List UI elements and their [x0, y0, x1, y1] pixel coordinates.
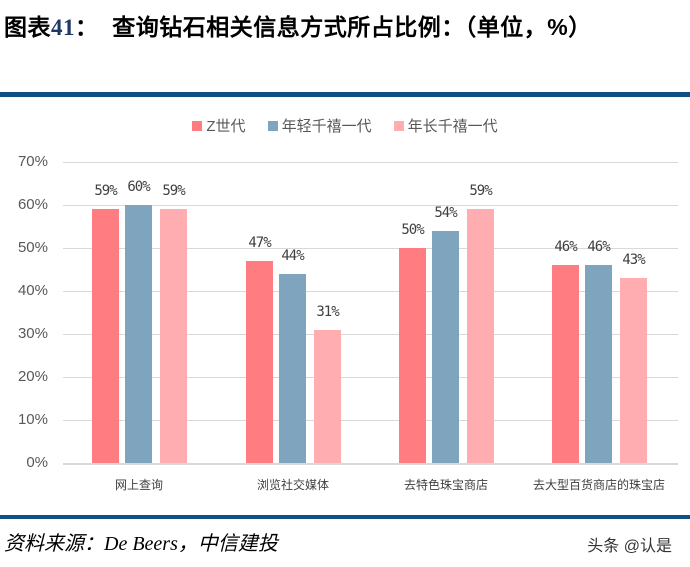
source-note: 资料来源：De Beers，中信建投	[4, 533, 278, 555]
bar	[467, 209, 494, 463]
watermark: 头条 @认是	[587, 538, 672, 555]
legend-item-young-millennial: 年轻千禧一代	[267, 115, 372, 136]
bar-value-label: 54%	[434, 204, 457, 221]
legend-item-old-millennial: 年长千禧一代	[393, 115, 498, 136]
gridline	[63, 291, 678, 292]
figure-prefix: 图表	[4, 14, 51, 40]
bar-value-label: 43%	[622, 252, 645, 269]
figure-title: 图表41： 查询钻石相关信息方式所占比例：（单位，%）	[4, 8, 592, 42]
bar-value-label: 59%	[469, 183, 492, 200]
y-tick-label: 60%	[17, 196, 48, 213]
y-tick-label: 10%	[17, 411, 48, 428]
bar	[279, 273, 306, 463]
chart-legend: Z世代 年轻千禧一代 年长千禧一代	[0, 115, 690, 136]
y-tick-label: 50%	[17, 239, 48, 256]
gridline	[63, 334, 678, 335]
bar-value-label: 59%	[162, 183, 185, 200]
bar	[552, 265, 579, 463]
y-tick-label: 70%	[17, 153, 48, 170]
bar	[585, 265, 612, 463]
bar	[432, 230, 459, 463]
bar-value-label: 46%	[587, 239, 610, 256]
legend-label: Z世代	[206, 118, 246, 135]
bar-value-label: 60%	[127, 179, 150, 195]
legend-label: 年轻千禧一代	[281, 118, 372, 135]
bar	[399, 248, 426, 463]
gridline	[63, 377, 678, 378]
figure-number: 41	[51, 15, 75, 40]
y-tick-label: 30%	[17, 325, 48, 342]
gridline	[63, 248, 678, 249]
bar-value-label: 59%	[94, 183, 117, 200]
x-axis-line	[63, 463, 678, 465]
bar	[125, 205, 152, 463]
legend-swatch	[393, 120, 404, 131]
bar-value-label: 50%	[401, 222, 424, 238]
legend-swatch	[192, 120, 203, 131]
bar-value-label: 31%	[316, 303, 339, 320]
legend-label: 年长千禧一代	[407, 118, 498, 135]
legend-swatch	[267, 120, 278, 131]
y-tick-label: 20%	[17, 368, 48, 385]
bar	[92, 209, 119, 463]
top-divider	[0, 92, 690, 97]
y-tick-label: 40%	[17, 282, 48, 299]
bar-value-label: 44%	[281, 247, 304, 264]
gridline	[63, 420, 678, 421]
y-tick-label: 0%	[26, 454, 48, 471]
legend-item-gen-z: Z世代	[192, 115, 246, 136]
bottom-divider	[0, 515, 690, 519]
bar	[246, 260, 273, 463]
bar-value-label: 47%	[248, 234, 271, 251]
x-category-label: 去大型百货商店的珠宝店	[532, 478, 665, 492]
bar-value-label: 46%	[554, 239, 577, 256]
x-category-label: 网上查询	[114, 478, 163, 492]
gridline	[63, 205, 678, 206]
figure-colon: ：	[75, 14, 99, 40]
bar	[314, 329, 341, 463]
gridline	[63, 162, 678, 163]
chart-title: 查询钻石相关信息方式所占比例：（单位，%）	[112, 14, 592, 40]
x-category-label: 去特色珠宝商店	[403, 478, 488, 492]
x-category-label: 浏览社交媒体	[256, 478, 329, 492]
bar	[160, 209, 187, 463]
bar	[620, 278, 647, 463]
